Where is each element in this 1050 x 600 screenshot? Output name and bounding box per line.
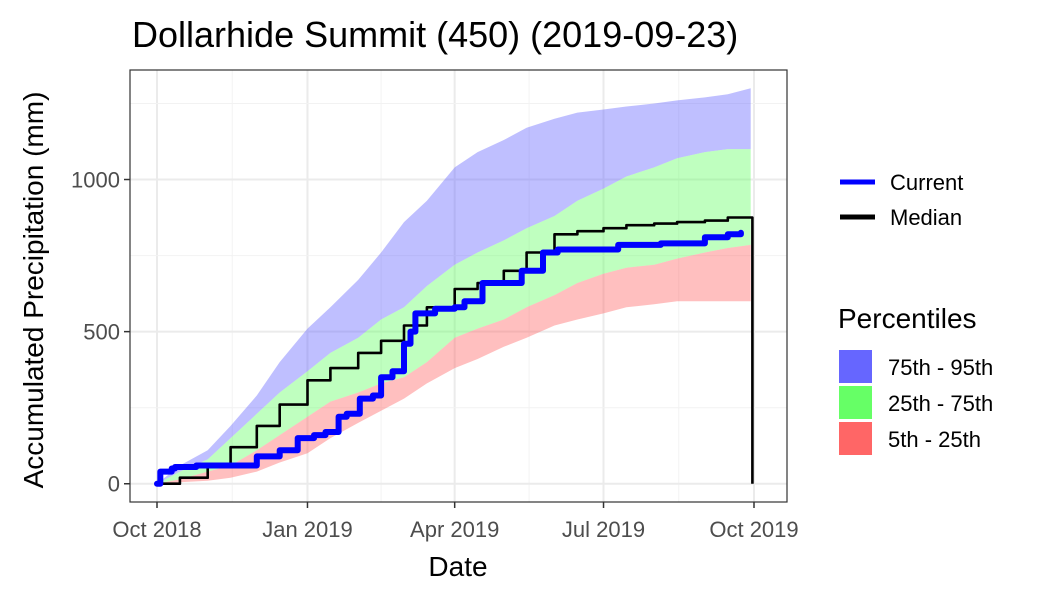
band-75-95 — [157, 88, 751, 484]
legend-band-swatch — [839, 386, 872, 419]
x-tick-label: Jan 2019 — [262, 517, 353, 542]
legend-band-label: 5th - 25th — [888, 427, 981, 452]
legend-band-swatch — [839, 350, 872, 383]
grid-lines — [130, 70, 787, 502]
legend-line-label: Median — [890, 205, 962, 230]
legend-bands-title: Percentiles — [838, 303, 977, 334]
band-25-75 — [157, 149, 751, 484]
legend-band-label: 75th - 95th — [888, 355, 993, 380]
y-tick-label: 1000 — [71, 168, 120, 193]
x-tick-label: Oct 2018 — [112, 517, 201, 542]
y-tick-label: 0 — [108, 472, 120, 497]
series-lines — [154, 216, 754, 487]
chart-title: Dollarhide Summit (450) (2019-09-23) — [132, 14, 738, 55]
x-tick-label: Oct 2019 — [709, 517, 798, 542]
percentile-bands — [157, 88, 751, 484]
x-tick-label: Jul 2019 — [562, 517, 645, 542]
legend-band-swatch — [839, 422, 872, 455]
series-median-line — [157, 216, 754, 485]
series-current-line — [154, 229, 744, 487]
y-axis-title: Accumulated Precipitation (mm) — [18, 92, 49, 489]
legend-band-label: 25th - 75th — [888, 391, 993, 416]
plot-border — [129, 69, 788, 503]
plot-panel — [130, 70, 787, 502]
legend-line-label: Current — [890, 170, 963, 195]
y-axis: 0 500 1000 — [71, 168, 130, 497]
y-tick-label: 500 — [83, 320, 120, 345]
x-axis: Oct 2018 Jan 2019 Apr 2019 Jul 2019 Oct 2019 — [112, 502, 799, 542]
band-5-25 — [157, 244, 751, 484]
legend: Current Median Percentiles 75th - 95th 25th … — [838, 170, 993, 455]
x-tick-label: Apr 2019 — [410, 517, 499, 542]
x-axis-title: Date — [428, 551, 487, 582]
